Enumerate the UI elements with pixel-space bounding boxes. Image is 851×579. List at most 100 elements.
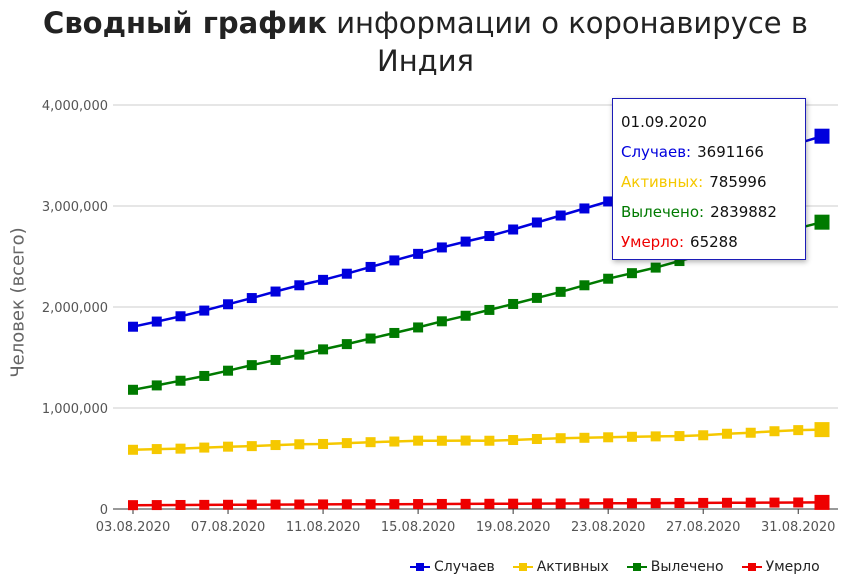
data-point xyxy=(698,430,709,441)
y-tick-label: 2,000,000 xyxy=(42,301,108,316)
data-point xyxy=(436,498,447,509)
data-point xyxy=(318,438,329,449)
data-point xyxy=(603,432,614,443)
data-point xyxy=(460,435,471,446)
data-point xyxy=(579,203,590,214)
data-point xyxy=(341,339,352,350)
tooltip-row-deaths: Умерло: 65288 xyxy=(621,231,797,261)
data-point xyxy=(294,439,305,450)
data-point xyxy=(318,274,329,285)
data-point xyxy=(223,365,234,376)
data-point xyxy=(603,273,614,284)
data-point xyxy=(246,360,257,371)
legend-item-cases[interactable]: Случаев xyxy=(410,558,495,576)
data-point xyxy=(769,426,780,437)
data-point xyxy=(389,499,400,510)
data-point xyxy=(199,442,210,453)
tooltip-row-cases: Случаев: 3691166 xyxy=(621,141,797,171)
data-point xyxy=(484,435,495,446)
data-point xyxy=(814,494,830,510)
legend-label-cases: Случаев xyxy=(434,559,495,575)
data-point xyxy=(223,441,234,452)
data-point xyxy=(128,321,138,332)
data-point xyxy=(484,498,495,509)
data-point xyxy=(199,499,210,510)
data-point xyxy=(793,425,804,436)
data-point xyxy=(294,280,305,291)
y-tick-label: 0 xyxy=(100,503,108,518)
x-tick-label: 31.08.2020 xyxy=(761,520,835,535)
tooltip-label-recovered: Вылечено: xyxy=(621,203,705,221)
data-point xyxy=(531,434,542,445)
data-point xyxy=(508,498,519,509)
x-tick-label: 11.08.2020 xyxy=(286,520,360,535)
data-point xyxy=(674,498,685,509)
data-point xyxy=(389,327,400,338)
data-point xyxy=(626,431,637,442)
data-point xyxy=(555,433,566,444)
data-point xyxy=(508,298,519,309)
legend-item-recovered[interactable]: Вылечено xyxy=(626,558,724,576)
tooltip-label-deaths: Умерло: xyxy=(621,233,685,251)
data-point xyxy=(128,384,138,395)
data-point xyxy=(579,432,590,443)
legend-item-active[interactable]: Активных xyxy=(512,558,609,576)
data-point xyxy=(745,427,756,438)
data-point xyxy=(389,255,400,266)
tooltip-label-cases: Случаев: xyxy=(621,143,692,161)
tooltip-label-active: Активных: xyxy=(621,173,704,191)
data-point xyxy=(814,128,830,144)
tooltip-value-cases: 3691166 xyxy=(697,143,764,161)
data-point xyxy=(531,498,542,509)
data-point xyxy=(389,436,400,447)
legend-label-active: Активных xyxy=(536,559,609,575)
legend-marker-cases xyxy=(410,562,430,572)
data-point xyxy=(128,500,138,511)
data-point xyxy=(151,380,162,391)
tooltip: 01.09.2020 Случаев: 3691166 Активных: 7859… xyxy=(612,98,806,260)
chart-title: Сводный график информации о коронавирусе… xyxy=(0,4,851,80)
x-tick-label: 03.08.2020 xyxy=(96,520,170,535)
data-point xyxy=(413,248,424,259)
data-point xyxy=(223,499,234,510)
data-point xyxy=(151,500,162,511)
data-point xyxy=(199,305,210,316)
data-point xyxy=(341,499,352,510)
legend-item-deaths[interactable]: Умерло xyxy=(741,558,820,576)
x-tick-label: 07.08.2020 xyxy=(191,520,265,535)
legend: Случаев Активных Вылечено Умерло xyxy=(410,558,820,576)
x-tick-label: 23.08.2020 xyxy=(571,520,645,535)
data-point xyxy=(223,299,234,310)
y-tick-label: 1,000,000 xyxy=(42,402,108,417)
chart-title-bold: Сводный график xyxy=(43,6,327,40)
data-point xyxy=(151,444,162,455)
data-point xyxy=(484,231,495,242)
data-point xyxy=(579,280,590,291)
data-point xyxy=(151,316,162,327)
data-point xyxy=(413,499,424,510)
data-point xyxy=(294,349,305,360)
tooltip-value-recovered: 2839882 xyxy=(710,203,777,221)
data-point xyxy=(531,292,542,303)
data-point xyxy=(814,214,830,230)
legend-label-recovered: Вылечено xyxy=(650,559,724,575)
data-point xyxy=(460,236,471,247)
data-point xyxy=(318,499,329,510)
data-point xyxy=(555,210,566,221)
tooltip-value-deaths: 65288 xyxy=(690,233,738,251)
data-point xyxy=(199,370,210,381)
y-tick-label: 3,000,000 xyxy=(42,200,108,215)
data-point xyxy=(318,344,329,355)
data-point xyxy=(769,497,780,508)
data-point xyxy=(365,437,376,448)
data-point xyxy=(365,333,376,344)
data-point xyxy=(436,435,447,446)
x-tick-label: 19.08.2020 xyxy=(476,520,550,535)
data-point xyxy=(603,196,614,207)
data-point xyxy=(626,498,637,509)
y-tick-label: 4,000,000 xyxy=(42,99,108,114)
x-tick-label: 27.08.2020 xyxy=(666,520,740,535)
data-point xyxy=(814,422,830,438)
data-point xyxy=(650,498,661,509)
